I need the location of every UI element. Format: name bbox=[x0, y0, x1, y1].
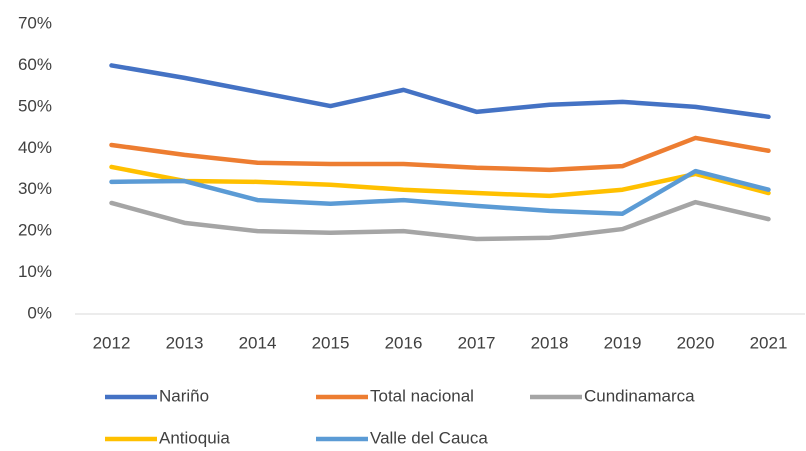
y-tick-label: 40% bbox=[18, 138, 52, 157]
x-tick-label: 2021 bbox=[750, 333, 788, 352]
x-tick-label: 2012 bbox=[93, 333, 131, 352]
series-line bbox=[109, 164, 771, 199]
y-tick-label: 0% bbox=[27, 303, 52, 322]
legend-label: Antioquia bbox=[159, 428, 230, 447]
series-line bbox=[109, 63, 771, 120]
x-tick-label: 2014 bbox=[239, 333, 277, 352]
series-line bbox=[109, 135, 771, 173]
y-tick-label: 70% bbox=[18, 13, 52, 32]
legend-label: Nariño bbox=[159, 386, 209, 405]
y-tick-label: 10% bbox=[18, 262, 52, 281]
y-tick-label: 20% bbox=[18, 221, 52, 240]
series-line bbox=[109, 168, 771, 216]
x-tick-label: 2019 bbox=[604, 333, 642, 352]
x-tick-label: 2018 bbox=[531, 333, 569, 352]
x-tick-label: 2015 bbox=[312, 333, 350, 352]
x-tick-label: 2016 bbox=[385, 333, 423, 352]
series-line bbox=[109, 199, 771, 242]
y-tick-label: 30% bbox=[18, 179, 52, 198]
x-tick-label: 2020 bbox=[677, 333, 715, 352]
legend-label: Valle del Cauca bbox=[370, 428, 488, 447]
legend-label: Cundinamarca bbox=[584, 386, 695, 405]
x-tick-label: 2017 bbox=[458, 333, 496, 352]
legend-label: Total nacional bbox=[370, 386, 474, 405]
x-tick-label: 2013 bbox=[166, 333, 204, 352]
y-tick-label: 60% bbox=[18, 55, 52, 74]
y-tick-label: 50% bbox=[18, 96, 52, 115]
